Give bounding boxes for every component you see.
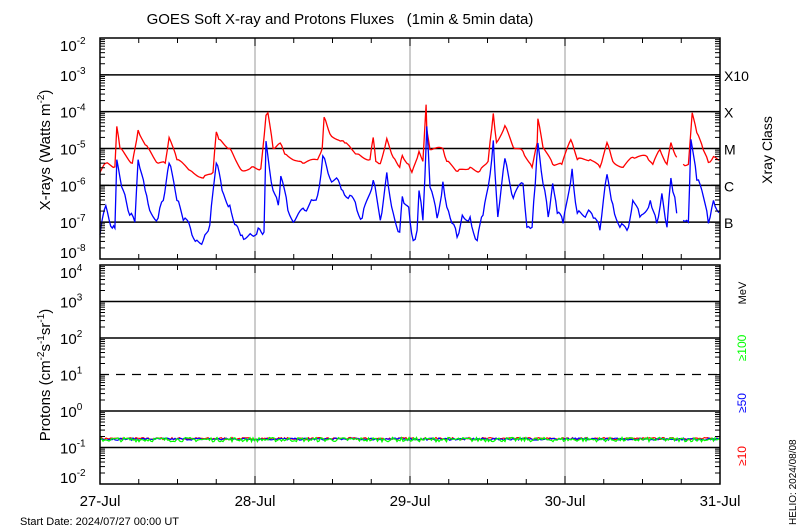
y-tick-label: 101 — [60, 366, 83, 385]
helio-credit-label: HELIO: 2024/08/08 — [788, 439, 799, 525]
y-tick-label: 10-4 — [60, 103, 86, 122]
y-tick-base: 10 — [60, 295, 77, 312]
chart-title: GOES Soft X-ray and Protons Fluxes (1min… — [147, 11, 534, 28]
y-tick-exponent: -2 — [77, 468, 86, 479]
xray-long-series-line — [682, 112, 721, 167]
y-tick-label: 102 — [60, 329, 83, 348]
proton-series-line-100mev — [99, 435, 720, 444]
x-tick-label: 31-Jul — [700, 493, 741, 510]
y-tick-label: 10-6 — [60, 176, 86, 195]
xray-short-series-line — [682, 139, 721, 224]
y-tick-base: 10 — [60, 142, 77, 159]
y-tick-base: 10 — [60, 68, 77, 85]
xray-short-series-line — [99, 126, 678, 246]
x-tick-label: 29-Jul — [390, 493, 431, 510]
y-tick-exponent: -6 — [77, 176, 86, 187]
y-tick-base: 10 — [60, 215, 77, 232]
xray-class-label: B — [724, 215, 733, 231]
xray-long-series-line — [99, 104, 678, 179]
y-tick-label: 10-2 — [60, 468, 86, 487]
y-tick-base: 10 — [60, 470, 77, 487]
proton-y-axis-label: Protons (cm-2s-1sr-1) — [36, 309, 54, 442]
y-tick-exponent: -1 — [77, 439, 86, 450]
y-tick-exponent: -4 — [77, 103, 86, 114]
y-tick-exponent: 0 — [77, 402, 83, 413]
y-tick-label: 10-8 — [60, 243, 86, 262]
start-date-label: Start Date: 2024/07/27 00:00 UT — [20, 516, 179, 528]
y-tick-base: 10 — [60, 404, 77, 421]
y-tick-label: 104 — [60, 263, 83, 282]
y-tick-label: 100 — [60, 402, 83, 421]
xray-y-axis-label: X-rays (Watts m-2) — [36, 90, 54, 211]
proton-legend-10mev: ≥10 — [735, 446, 749, 466]
y-tick-base: 10 — [60, 105, 77, 122]
y-tick-exponent: 4 — [77, 263, 83, 274]
y-tick-label: 103 — [60, 293, 83, 312]
y-tick-exponent: -5 — [77, 140, 86, 151]
y-tick-base: 10 — [60, 245, 77, 262]
y-tick-exponent: 1 — [77, 366, 83, 377]
proton-legend-100mev: ≥100 — [735, 334, 749, 361]
xray-class-label: X10 — [724, 68, 749, 84]
xray-class-label: X — [724, 105, 734, 121]
xray-class-label: C — [724, 178, 734, 194]
y-tick-base: 10 — [60, 331, 77, 348]
xray-class-axis-label: Xray Class — [759, 116, 775, 184]
y-tick-exponent: -2 — [77, 36, 86, 47]
y-tick-base: 10 — [60, 38, 77, 55]
proton-unit-label: MeV — [737, 281, 749, 304]
y-tick-base: 10 — [60, 441, 77, 458]
y-tick-exponent: -7 — [77, 213, 86, 224]
y-tick-base: 10 — [60, 265, 77, 282]
y-tick-label: 10-1 — [60, 439, 86, 458]
y-tick-exponent: 3 — [77, 293, 83, 304]
y-tick-label: 10-3 — [60, 66, 86, 85]
y-tick-label: 10-5 — [60, 140, 86, 159]
y-tick-exponent: -8 — [77, 243, 86, 254]
x-tick-label: 27-Jul — [80, 493, 121, 510]
y-tick-label: 10-7 — [60, 213, 86, 232]
xray-class-label: M — [724, 142, 736, 158]
y-tick-base: 10 — [60, 368, 77, 385]
y-tick-exponent: 2 — [77, 329, 83, 340]
y-tick-label: 10-2 — [60, 36, 86, 55]
y-tick-base: 10 — [60, 178, 77, 195]
x-tick-label: 28-Jul — [235, 493, 276, 510]
x-tick-label: 30-Jul — [545, 493, 586, 510]
y-tick-exponent: -3 — [77, 66, 86, 77]
proton-legend-50mev: ≥50 — [735, 393, 749, 413]
